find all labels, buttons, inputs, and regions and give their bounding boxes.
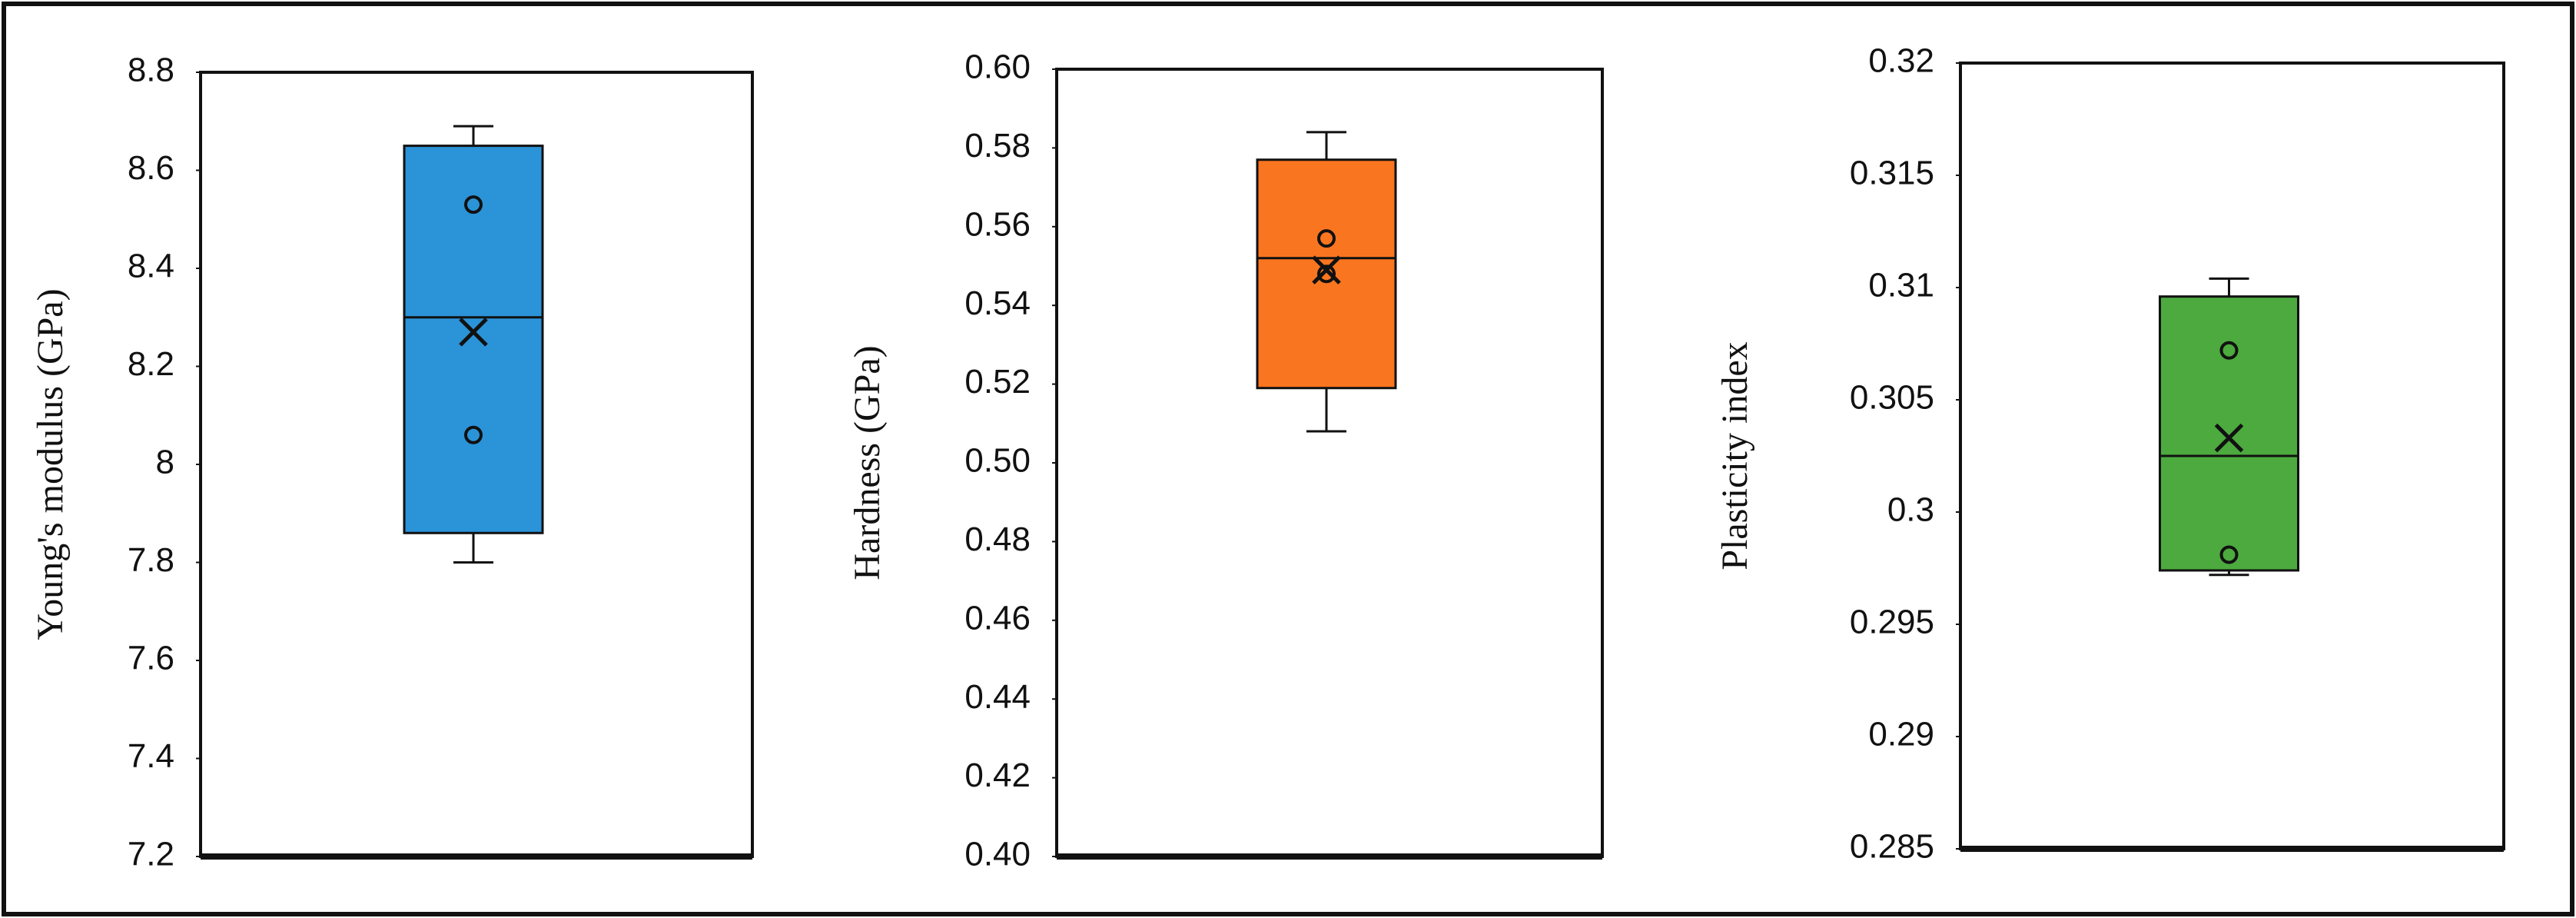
point <box>2219 341 2239 360</box>
y-tick-label: 0.52 <box>964 363 1031 401</box>
point <box>1317 229 1336 248</box>
y-tick-label: 0.50 <box>964 442 1031 480</box>
y-tick-label: 0.60 <box>964 48 1031 86</box>
y-tick-label: 0.54 <box>964 284 1031 322</box>
y-axis-title: Young's modulus (GPa) <box>30 288 71 640</box>
y-tick-label: 0.44 <box>964 678 1031 716</box>
box <box>2159 295 2299 572</box>
y-tick-label: 0.56 <box>964 205 1031 243</box>
box <box>1256 158 1397 390</box>
y-tick-label: 8.4 <box>128 248 174 285</box>
y-axis-title: Plasticity index <box>1715 341 1755 570</box>
y-tick-label: 0.29 <box>1868 716 1934 753</box>
y-tick-label: 7.4 <box>128 737 174 775</box>
y-tick-label: 0.42 <box>964 757 1031 794</box>
y-tick-label: 8.2 <box>128 345 174 383</box>
y-tick-label: 8.8 <box>128 52 174 89</box>
y-tick-label: 0.3 <box>1887 491 1934 529</box>
y-tick-label: 7.6 <box>128 640 174 677</box>
y-tick-label: 0.46 <box>964 599 1031 637</box>
point <box>2219 545 2239 564</box>
y-tick-label: 0.32 <box>1868 42 1934 80</box>
y-tick-label: 0.31 <box>1868 267 1934 304</box>
point <box>464 425 483 444</box>
mean-marker <box>459 318 488 347</box>
mean-marker <box>1312 255 1341 284</box>
y-tick-label: 0.295 <box>1850 604 1934 641</box>
y-tick-label: 0.48 <box>964 521 1031 558</box>
point <box>1317 264 1336 284</box>
y-tick-label: 8.6 <box>128 149 174 187</box>
y-tick-label: 8 <box>156 444 174 481</box>
y-tick-label: 0.58 <box>964 127 1031 165</box>
y-tick-label: 7.2 <box>128 836 174 873</box>
point <box>464 195 483 215</box>
mean-marker <box>2214 423 2244 453</box>
y-tick-label: 0.40 <box>964 836 1031 873</box>
y-tick-label: 0.305 <box>1850 379 1934 417</box>
y-tick-label: 7.8 <box>128 541 174 579</box>
box <box>403 145 544 534</box>
y-axis-title: Hardness (GPa) <box>847 345 888 580</box>
y-tick-label: 0.315 <box>1850 155 1934 192</box>
y-tick-label: 0.285 <box>1850 828 1934 866</box>
